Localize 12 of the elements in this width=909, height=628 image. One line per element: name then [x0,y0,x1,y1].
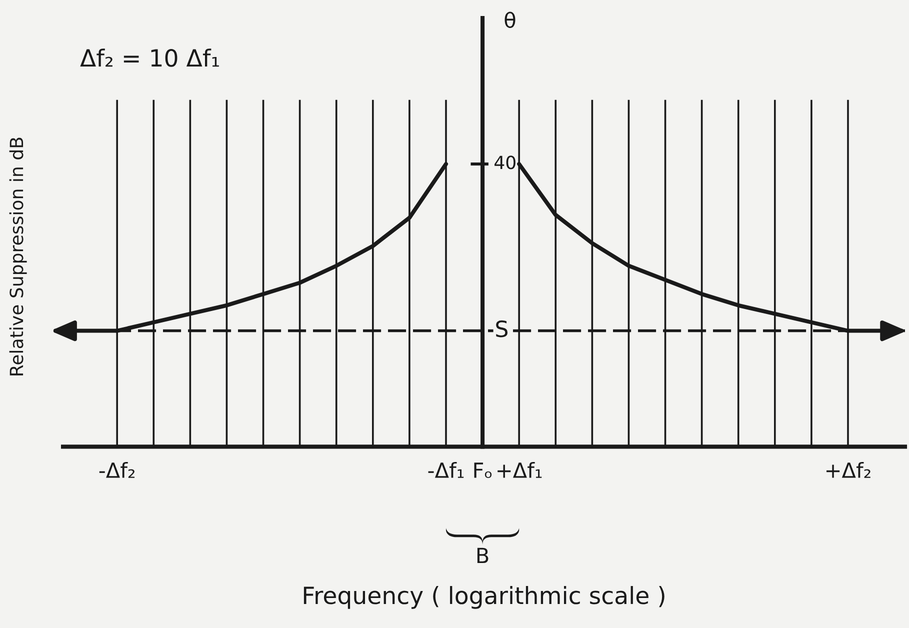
x-tick-label: +Δf₁ [498,462,542,478]
x-tick-label: Fₒ [474,462,492,478]
text: θ [504,12,516,28]
x-tick-label: -Δf₂ [99,462,135,478]
x-tick-label: -Δf₁ [428,462,464,478]
x-tick-label: +Δf₂ [826,462,870,478]
text: B [477,548,488,564]
ref-line-label: S [496,320,508,338]
annotation: 40 [494,156,516,170]
x-axis-title: Frequency ( logarithmic scale ) [304,586,664,609]
y-axis-title: Relative Suppression in dB [9,138,27,376]
text: Δf₂ = 10 Δf₁ [80,48,219,67]
